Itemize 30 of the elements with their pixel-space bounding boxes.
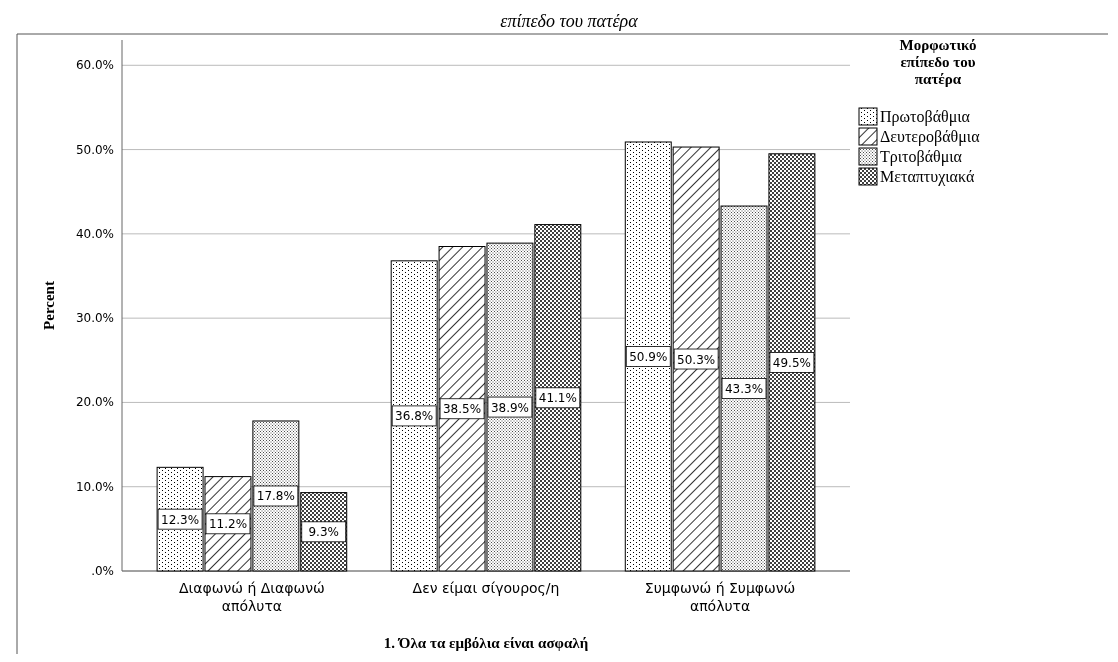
text: 12.3%	[161, 512, 200, 527]
y-tick-label: 50.0%	[75, 142, 114, 157]
x-tick-label: Διαφωνώ ή Διαφωνώ απόλυτα	[178, 580, 325, 614]
y-tick-label: .0%	[91, 564, 114, 578]
legend-title: Μορφωτικό επίπεδο του πατέρα	[899, 37, 977, 87]
text: 11.2%	[208, 517, 248, 532]
legend-label: Πρωτοβάθμια	[880, 108, 971, 126]
y-tick-label: 20.0%	[75, 395, 114, 410]
text: 9.3%	[308, 525, 339, 540]
text: 49.5%	[772, 355, 811, 370]
y-tick-label: 40.0%	[75, 226, 114, 241]
x-tick-label: Δεν είμαι σίγουρος/η	[412, 580, 560, 596]
x-tick-label: Συμφωνώ ή Συμφωνώ απόλυτα	[644, 580, 796, 614]
text: 50.3%	[677, 352, 716, 367]
legend-label: Δευτεροβάθμια	[880, 128, 981, 146]
y-tick-label: 30.0%	[75, 311, 114, 326]
legend-label: Τριτοβάθμια	[880, 148, 963, 166]
text: 38.9%	[490, 400, 529, 415]
y-tick-label: 60.0%	[75, 58, 114, 73]
x-axis-title: 1. Όλα τα εμβόλια είναι ασφαλή	[383, 635, 589, 651]
text: 38.5%	[443, 402, 482, 417]
text: 41.1%	[538, 391, 577, 406]
chart-title: επίπεδο του πατέρα	[500, 11, 639, 31]
text: 36.8%	[395, 409, 434, 424]
text: 50.9%	[629, 349, 668, 364]
y-tick-label: 10.0%	[75, 479, 114, 494]
y-axis-title: Percent	[41, 281, 57, 330]
text: 43.3%	[724, 382, 764, 397]
legend-label: Μεταπτυχιακά	[880, 168, 975, 186]
text: 17.8%	[256, 489, 295, 504]
